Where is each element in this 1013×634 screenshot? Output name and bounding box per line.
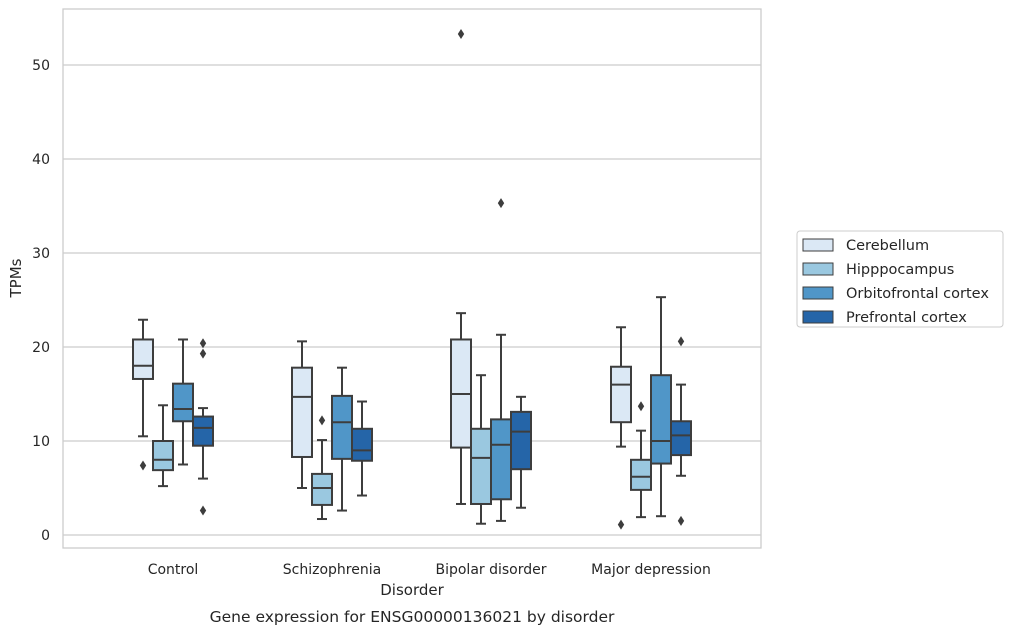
iqr-box [132, 338, 154, 380]
box-2-2 [490, 198, 512, 522]
iqr-box [630, 458, 652, 491]
box-0-0 [132, 318, 154, 471]
outlier-point [457, 28, 465, 39]
y-tick-label: 50 [32, 58, 50, 74]
box-3-2 [510, 395, 532, 509]
box-1-3 [630, 401, 652, 519]
legend-frame [796, 230, 1004, 328]
x-tick-label: Schizophrenia [283, 562, 381, 578]
plot-frame [62, 8, 762, 549]
y-tick-label: 0 [41, 528, 50, 544]
outlier-point [637, 401, 645, 412]
gridlines [63, 64, 761, 536]
iqr-box [192, 415, 214, 447]
outlier-point [318, 415, 326, 426]
box-3-3 [670, 336, 692, 526]
iqr-box [510, 410, 532, 471]
legend-swatch [802, 262, 834, 276]
y-tick-label: 40 [32, 152, 50, 168]
legend-label: Orbitofrontal cortex [846, 286, 989, 302]
legend-swatch [802, 286, 834, 300]
y-axis-title: TPMs [7, 258, 25, 298]
legend-label: Hipppocampus [846, 262, 954, 278]
y-tick-label: 30 [32, 246, 50, 262]
box-layer [132, 28, 692, 530]
legend-label: Prefrontal cortex [846, 310, 967, 326]
iqr-box [490, 418, 512, 501]
box-1-1 [311, 415, 333, 521]
outlier-point [199, 505, 207, 516]
x-tick-labels: Control Schizophrenia Bipolar disorder Majo… [148, 562, 711, 578]
iqr-box [331, 394, 353, 460]
y-tick-label: 10 [32, 434, 50, 450]
outlier-point [199, 348, 207, 359]
y-tick-label: 20 [32, 340, 50, 356]
x-tick-label: Bipolar disorder [435, 562, 546, 578]
iqr-box [650, 374, 672, 465]
box-0-2 [450, 28, 472, 505]
outlier-point [139, 460, 147, 471]
iqr-box [152, 440, 174, 472]
outlier-point [677, 515, 685, 526]
iqr-box [610, 365, 632, 424]
iqr-box [670, 420, 692, 457]
iqr-box [470, 427, 492, 505]
box-2-0 [172, 338, 194, 466]
legend-swatch [802, 238, 834, 252]
iqr-box [172, 382, 194, 423]
box-3-0 [192, 338, 214, 516]
legend-label: Cerebellum [846, 238, 929, 254]
outlier-point [497, 198, 505, 209]
box-1-0 [152, 404, 174, 488]
iqr-box [311, 472, 333, 506]
x-tick-label: Major depression [591, 562, 711, 578]
box-0-1 [291, 340, 313, 489]
outlier-point [677, 336, 685, 347]
x-axis-title: Disorder [380, 581, 444, 599]
box-1-2 [470, 374, 492, 525]
outlier-point [199, 338, 207, 349]
legend-swatch [802, 310, 834, 324]
y-tick-labels: 0 10 20 30 40 50 [32, 58, 50, 544]
box-0-3 [610, 326, 632, 530]
box-2-1 [331, 366, 353, 512]
box-2-3 [650, 296, 672, 518]
x-tick-label: Control [148, 562, 199, 578]
iqr-box [291, 366, 313, 458]
legend: Cerebellum Hipppocampus Orbitofrontal cort… [796, 230, 1004, 328]
outlier-point [617, 519, 625, 530]
iqr-box [351, 427, 373, 462]
chart-caption: Gene expression for ENSG00000136021 by d… [210, 608, 615, 626]
box-3-1 [351, 400, 373, 497]
